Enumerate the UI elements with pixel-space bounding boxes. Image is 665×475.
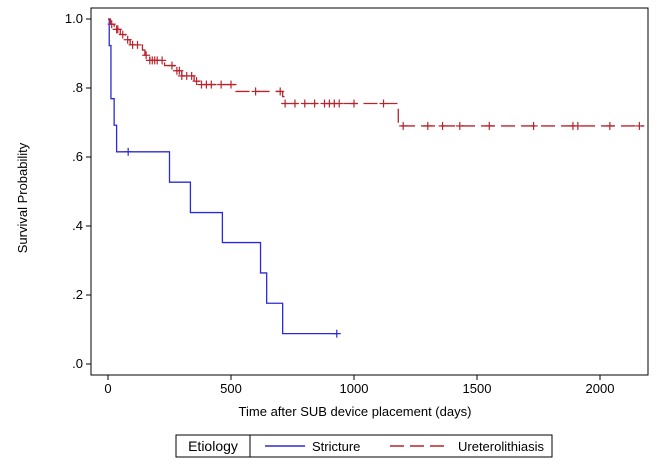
series-line-stricture bbox=[108, 18, 339, 335]
y-tick-label: .2 bbox=[72, 287, 83, 302]
x-tick-label: 500 bbox=[220, 381, 242, 396]
legend-label-ureterolithiasis: Ureterolithiasis bbox=[458, 439, 544, 454]
y-tick-label: .0 bbox=[72, 356, 83, 371]
x-axis-title: Time after SUB device placement (days) bbox=[239, 404, 472, 419]
x-tick-label: 0 bbox=[104, 381, 111, 396]
legend: Etiology Stricture Ureterolithiasis bbox=[175, 434, 553, 458]
y-tick-label: .8 bbox=[72, 80, 83, 95]
x-tick-label: 1500 bbox=[463, 381, 492, 396]
y-tick-label: .4 bbox=[72, 218, 83, 233]
axes: 0 500 1000 1500 2000 .0 .2 .4 .6 .8 1.0 bbox=[65, 7, 649, 396]
x-tick-label: 1000 bbox=[340, 381, 369, 396]
y-tick-label: 1.0 bbox=[65, 11, 83, 26]
plot-frame bbox=[90, 7, 649, 376]
legend-title: Etiology bbox=[188, 438, 238, 454]
plot-area bbox=[107, 18, 645, 338]
y-axis-title: Survival Probability bbox=[15, 142, 30, 253]
legend-label-stricture: Stricture bbox=[312, 439, 360, 454]
legend-box bbox=[175, 434, 553, 458]
y-tick-label: .6 bbox=[72, 149, 83, 164]
x-tick-label: 2000 bbox=[586, 381, 615, 396]
series-line-ureterolithiasis bbox=[108, 18, 645, 127]
